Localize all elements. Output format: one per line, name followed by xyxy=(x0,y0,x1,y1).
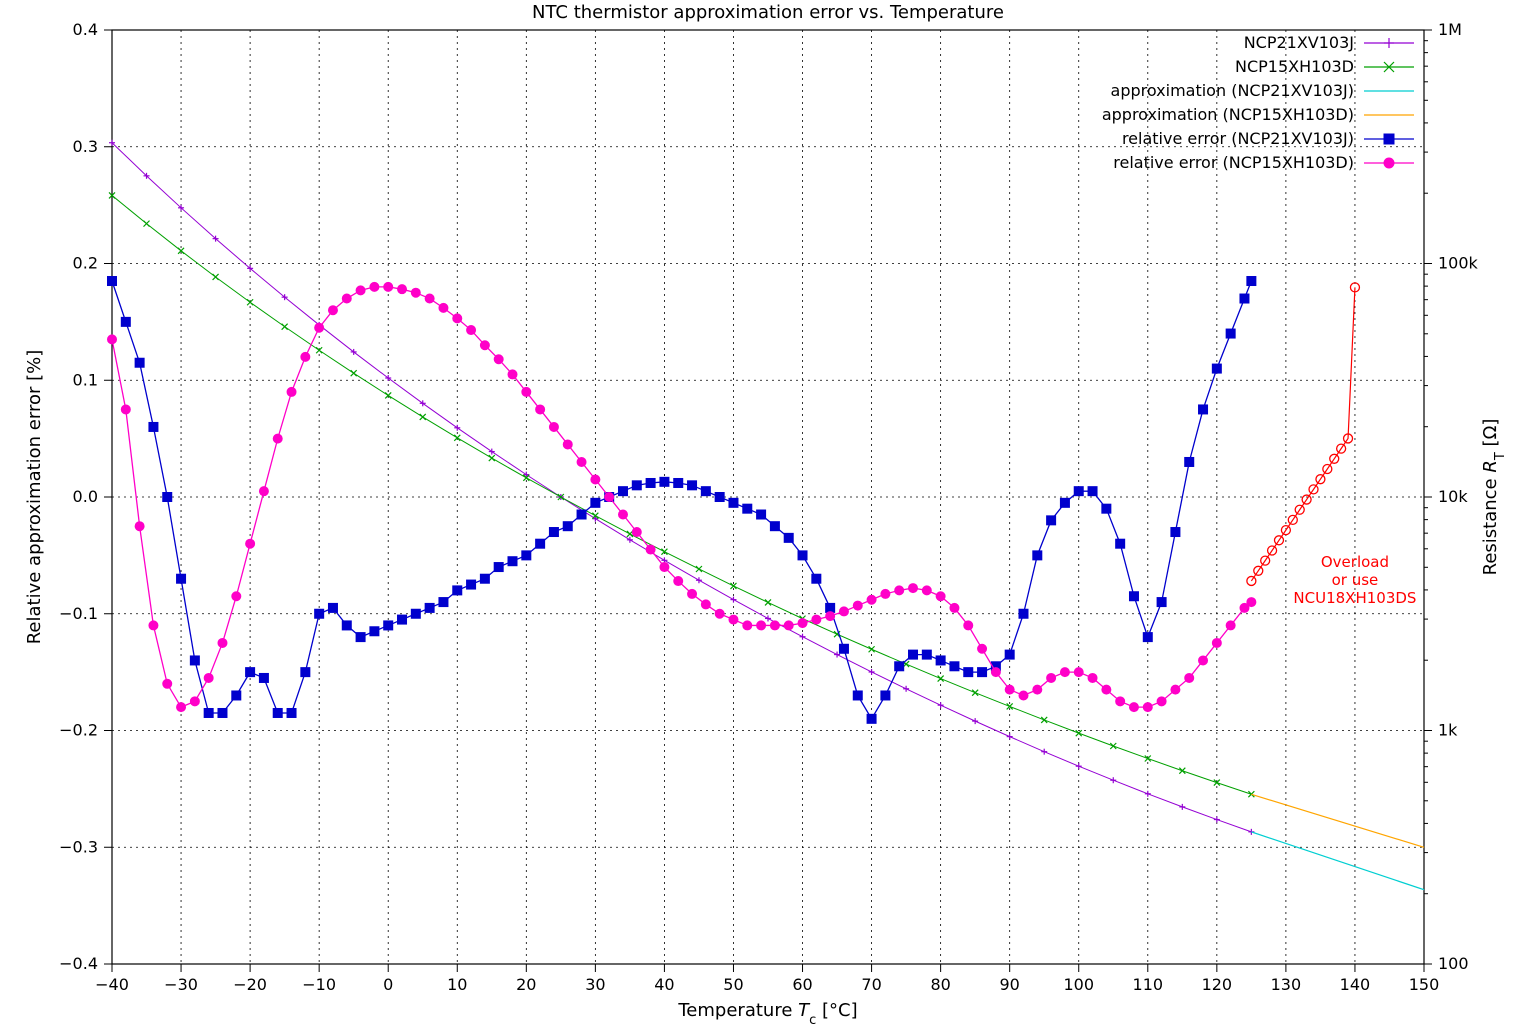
annotation-line: NCU18XH103DS xyxy=(1293,589,1416,607)
x-tick-label: 10 xyxy=(447,975,467,994)
x-tick-label: 60 xyxy=(792,975,812,994)
yr-tick-label: 10k xyxy=(1438,487,1468,506)
legend-label: NCP21XV103J xyxy=(1244,33,1354,52)
x-tick-label: 150 xyxy=(1409,975,1440,994)
x-tick-label: 90 xyxy=(1000,975,1020,994)
x-tick-label: 120 xyxy=(1202,975,1233,994)
x-tick-label: −10 xyxy=(302,975,336,994)
series-err_ncp15 xyxy=(108,282,1256,711)
x-tick-label: 110 xyxy=(1133,975,1164,994)
yr-tick-label: 1M xyxy=(1438,20,1462,39)
legend-marker xyxy=(1384,134,1394,144)
x-tick-label: −40 xyxy=(95,975,129,994)
yl-tick-label: 0.0 xyxy=(73,487,98,506)
x-tick-label: −20 xyxy=(233,975,267,994)
chart-container: NTC thermistor approximation error vs. T… xyxy=(0,0,1536,1024)
annotation-line: Overload xyxy=(1321,553,1389,571)
x-tick-label: 0 xyxy=(383,975,393,994)
x-tick-label: 140 xyxy=(1340,975,1371,994)
yl-tick-label: 0.3 xyxy=(73,137,98,156)
x-tick-label: 30 xyxy=(585,975,605,994)
yl-tick-label: 0.2 xyxy=(73,254,98,273)
x-axis-label: Temperature Tc [°C] xyxy=(677,1000,857,1024)
x-tick-label: 50 xyxy=(723,975,743,994)
chart-title: NTC thermistor approximation error vs. T… xyxy=(532,2,1004,23)
x-tick-label: 70 xyxy=(861,975,881,994)
yl-tick-label: −0.3 xyxy=(59,837,98,856)
yr-tick-label: 100 xyxy=(1438,954,1469,973)
yl-tick-label: −0.2 xyxy=(59,721,98,740)
x-tick-label: 100 xyxy=(1063,975,1094,994)
legend-label: approximation (NCP15XH103D) xyxy=(1102,105,1354,124)
legend-marker xyxy=(1384,158,1394,168)
legend-label: relative error (NCP21XV103J) xyxy=(1122,129,1354,148)
series-err_ncp21 xyxy=(108,277,1256,724)
x-tick-label: 20 xyxy=(516,975,536,994)
legend-label: relative error (NCP15XH103D) xyxy=(1113,153,1354,172)
x-tick-label: 40 xyxy=(654,975,674,994)
x-tick-label: 130 xyxy=(1271,975,1302,994)
annotation-line: or use xyxy=(1332,571,1379,589)
chart-svg: NTC thermistor approximation error vs. T… xyxy=(0,0,1536,1024)
yr-tick-label: 1k xyxy=(1438,721,1458,740)
y-right-label: Resistance RT [Ω] xyxy=(1480,419,1508,576)
y-left-label: Relative approximation error [%] xyxy=(24,350,45,645)
series-approx_ncp15 xyxy=(1251,794,1424,847)
yl-tick-label: −0.1 xyxy=(59,604,98,623)
x-tick-label: 80 xyxy=(930,975,950,994)
yr-tick-label: 100k xyxy=(1438,254,1479,273)
legend-label: approximation (NCP21XV103J) xyxy=(1111,81,1354,100)
series-approx_ncp21 xyxy=(1251,832,1424,890)
yl-tick-label: −0.4 xyxy=(59,954,98,973)
yl-tick-label: 0.4 xyxy=(73,20,98,39)
legend-marker xyxy=(1384,38,1394,48)
legend-label: NCP15XH103D xyxy=(1235,57,1354,76)
yl-tick-label: 0.1 xyxy=(73,370,98,389)
series-overload xyxy=(1247,283,1360,586)
x-tick-label: −30 xyxy=(164,975,198,994)
